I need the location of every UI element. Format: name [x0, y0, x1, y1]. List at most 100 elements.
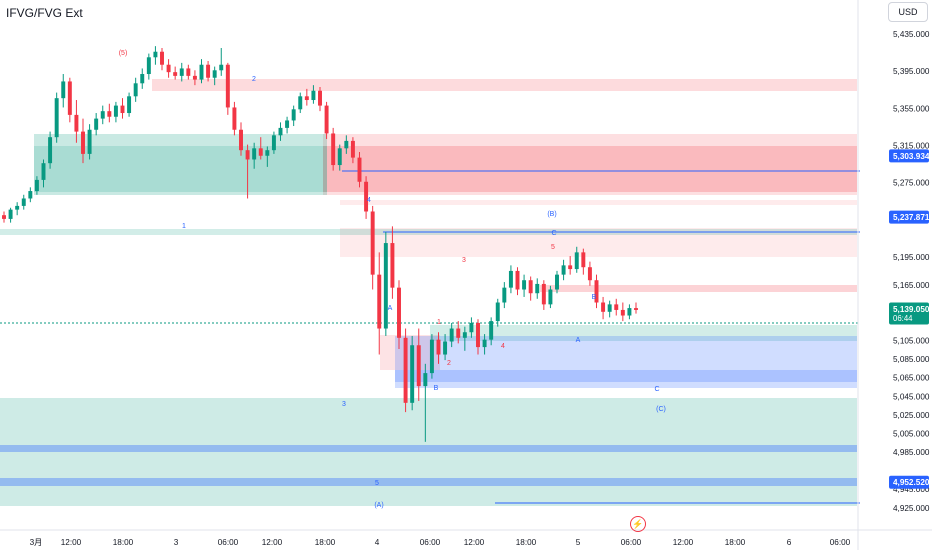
candle [331, 127, 336, 171]
candle-body [120, 105, 125, 114]
candle-body [21, 198, 26, 206]
candle [383, 231, 388, 336]
candle [456, 321, 461, 344]
candle [390, 226, 395, 299]
x-tick-label: 18:00 [113, 538, 134, 547]
candle-body [318, 90, 322, 106]
lightning-icon[interactable]: ⚡ [630, 516, 646, 532]
wave-label: 2 [447, 360, 451, 367]
y-tick-label: 4,945.000 [893, 485, 930, 494]
candle [245, 144, 250, 199]
candle-body [522, 280, 527, 290]
candle [21, 194, 26, 210]
candle-body [206, 64, 211, 78]
price-tag [889, 475, 929, 489]
price-tag-label: 5,303.934 [893, 152, 930, 161]
candle-body [48, 137, 53, 164]
wave-label: B [592, 294, 597, 301]
y-tick-label: 5,005.000 [893, 429, 930, 438]
candle [61, 74, 66, 108]
x-axis[interactable]: 3月 12:00 18:00 3 06:00 12:00 18:00 4 06:00 12:00 1… [0, 529, 932, 547]
candle [81, 118, 85, 164]
bearish-fvg-zone [323, 146, 857, 192]
y-axis[interactable]: 5,435.000 5,395.000 5,355.000 5,315.000 5,27… [857, 0, 930, 550]
candle-body [107, 111, 112, 117]
y-tick-label: 5,025.000 [893, 411, 930, 420]
candle-body [239, 129, 243, 151]
candle-body [28, 191, 33, 199]
y-tick-label: 5,355.000 [893, 104, 930, 113]
ifvg-zone [0, 445, 857, 452]
candle [489, 317, 494, 346]
candle-body [495, 302, 500, 322]
candle-body [383, 243, 388, 329]
candle [634, 302, 638, 314]
candle [265, 146, 270, 167]
bearish-fvg-zone [323, 134, 857, 195]
candle-body [34, 179, 39, 192]
candle-body [61, 81, 66, 99]
candle-body [350, 140, 355, 158]
candle-body [311, 90, 316, 101]
candle-body [41, 163, 46, 180]
candle-body [173, 72, 178, 76]
price-tag-label: 4,952.520 [893, 478, 930, 487]
candle-body [390, 243, 395, 288]
candle-body [403, 337, 408, 403]
candle-body [2, 215, 6, 219]
candle-body [67, 81, 72, 115]
candle-body [291, 109, 296, 121]
candle [548, 285, 553, 309]
price-tag-countdown: 06:44 [893, 314, 913, 323]
wave-label: 2 [252, 76, 256, 83]
candle-body [587, 267, 592, 281]
candle [199, 59, 204, 84]
candle-body [81, 131, 85, 154]
candle-body [535, 283, 540, 294]
candle-body [416, 345, 421, 387]
x-tick-label: 6 [787, 538, 792, 547]
candle [311, 85, 316, 104]
y-tick-label: 5,395.000 [893, 67, 930, 76]
candle-body [515, 270, 520, 290]
price-tag [889, 302, 929, 325]
candle [100, 105, 105, 125]
bearish-fvg-zone [340, 200, 857, 205]
candle [508, 265, 513, 294]
candle-body [225, 64, 230, 108]
candle [107, 103, 112, 123]
candle [278, 122, 283, 141]
y-tick-label: 5,315.000 [893, 142, 930, 151]
candle-body [462, 332, 467, 338]
candle [594, 274, 599, 309]
candle [350, 137, 355, 164]
candle [601, 296, 606, 320]
x-tick-label: 18:00 [516, 538, 537, 547]
y-tick-label: 5,045.000 [893, 392, 930, 401]
candle [337, 144, 342, 171]
candle-body [74, 114, 79, 132]
candle-body [620, 309, 625, 316]
candle-body [627, 308, 632, 316]
candle-body [245, 150, 250, 160]
candle [324, 101, 329, 140]
candle-body [94, 118, 99, 130]
candle [179, 62, 184, 82]
candle-body [186, 68, 191, 76]
bullish-fvg-zone [430, 325, 857, 341]
y-tick-label: 5,195.000 [893, 253, 930, 262]
bullish-fvg-zone [34, 146, 327, 192]
x-tick-label: 5 [576, 538, 581, 547]
candle [120, 98, 125, 119]
candle [94, 113, 99, 136]
candle [67, 77, 72, 123]
currency-button[interactable]: USD [888, 2, 928, 22]
candle [285, 116, 290, 134]
wave-labels-layer: (5) 2 1 4 3 5 (A) A B 1 2 3 4 5 (B) C B A C (C) [119, 50, 666, 509]
candle-body [541, 283, 546, 305]
wave-label: (5) [119, 50, 128, 57]
x-tick-label: 06:00 [830, 538, 851, 547]
candle-body [594, 280, 599, 303]
